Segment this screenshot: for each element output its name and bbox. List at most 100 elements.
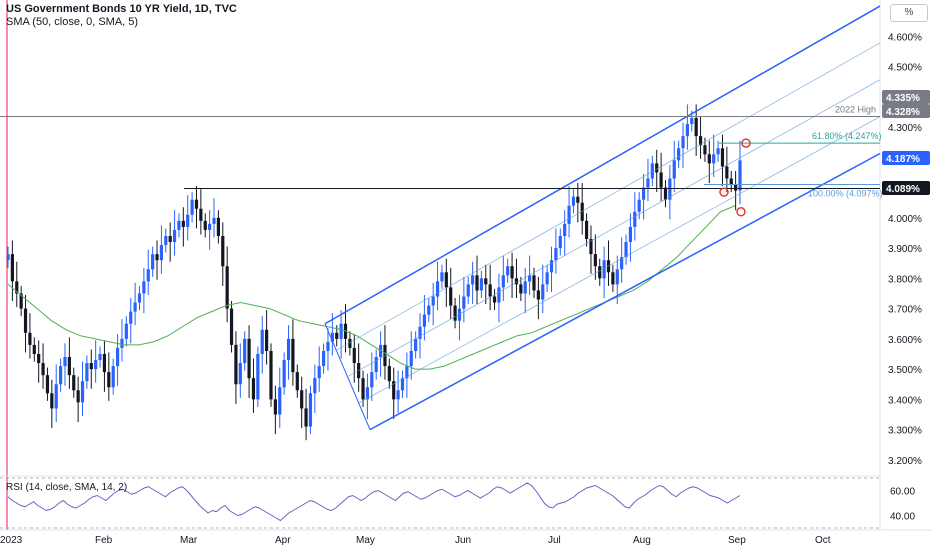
candle-body xyxy=(698,136,703,146)
candle-body xyxy=(712,154,716,164)
level-2022-high-label: 2022 High xyxy=(835,104,876,114)
candle-body xyxy=(72,375,76,391)
candle-body xyxy=(427,305,431,315)
candle-body xyxy=(479,278,483,291)
candle-body xyxy=(659,172,663,188)
candle-body xyxy=(387,366,391,382)
candle-body xyxy=(111,366,115,388)
candle-body xyxy=(365,387,370,400)
candle-body xyxy=(725,166,729,179)
candle-body xyxy=(243,338,247,364)
candle-body xyxy=(497,287,501,303)
rsi-tick-label: 60.00 xyxy=(890,487,915,498)
candle-body xyxy=(703,145,707,155)
candle-body xyxy=(23,308,28,333)
candle-body xyxy=(453,305,457,321)
candle-body xyxy=(199,208,203,221)
x-tick-label: Jul xyxy=(548,535,561,546)
candle-body xyxy=(339,323,343,339)
candle-body xyxy=(532,275,536,291)
candle-body xyxy=(444,272,448,288)
candle-body xyxy=(641,187,646,200)
candle-body xyxy=(536,290,540,300)
x-tick-label: Oct xyxy=(815,535,831,546)
candle-body xyxy=(435,281,440,297)
candle-body xyxy=(15,281,19,294)
candle-body xyxy=(28,332,32,345)
candle-body xyxy=(374,357,378,373)
candle-body xyxy=(611,272,615,285)
candle-body xyxy=(361,378,365,400)
candle-body xyxy=(85,363,89,382)
target-circle-marker xyxy=(719,187,729,197)
candle-body xyxy=(67,357,71,376)
candle-body xyxy=(348,338,352,348)
candle-body xyxy=(41,363,45,376)
price-tag: 4.089% xyxy=(882,181,930,195)
x-tick-label: Apr xyxy=(275,535,291,546)
candle-body xyxy=(729,178,733,185)
candle-body xyxy=(63,357,67,367)
candle-body xyxy=(146,269,150,282)
candle-body xyxy=(558,235,562,249)
fib-61-label: 61.80% (4.247%) xyxy=(812,131,882,141)
candle-body xyxy=(418,326,422,339)
candle-body xyxy=(186,214,190,227)
sma-50-line xyxy=(7,205,736,370)
fib-100-label: 100.00% (4.097%) xyxy=(808,188,883,198)
price-tag: 4.187% xyxy=(882,151,930,165)
candle-body xyxy=(694,117,698,137)
candle-body xyxy=(637,199,641,212)
x-tick-label: Aug xyxy=(633,535,651,546)
candle-body xyxy=(203,220,207,230)
y-tick-label: 3.700% xyxy=(888,305,922,316)
x-tick-label: May xyxy=(356,535,375,546)
price-tag-box xyxy=(882,151,930,165)
candle-body xyxy=(720,148,725,167)
candle-body xyxy=(291,338,295,373)
candle-body xyxy=(216,217,220,236)
candle-body xyxy=(120,338,124,348)
channel-upper-line xyxy=(324,5,881,325)
candle-body xyxy=(628,226,633,243)
candle-body xyxy=(523,281,527,294)
candle-body xyxy=(50,393,54,409)
y-tick-label: 4.600% xyxy=(888,32,922,43)
y-tick-label: 4.300% xyxy=(888,123,922,134)
y-tick-label: 3.800% xyxy=(888,274,922,285)
price-tag-text: 4.335% xyxy=(886,93,920,104)
candle-body xyxy=(370,372,374,388)
candle-body xyxy=(269,350,273,400)
candle-body xyxy=(282,360,286,388)
candle-body xyxy=(32,344,36,354)
candle-body xyxy=(576,196,580,203)
candle-body xyxy=(229,308,234,345)
candle-body xyxy=(89,363,93,370)
candle-body xyxy=(278,387,282,415)
candle-body xyxy=(414,338,418,351)
candle-body xyxy=(102,353,107,373)
candle-body xyxy=(225,266,229,309)
percent-scale-button[interactable]: % xyxy=(890,4,928,22)
candle-body xyxy=(602,260,606,279)
candle-body xyxy=(159,245,164,261)
candle-body xyxy=(681,136,685,149)
y-tick-label: 4.000% xyxy=(888,214,922,225)
candle-body xyxy=(260,329,264,354)
channel-fib-line xyxy=(358,116,881,404)
candle-body xyxy=(124,323,128,339)
candle-body xyxy=(589,239,593,255)
price-tag-box xyxy=(882,90,930,104)
candle-body xyxy=(514,278,519,285)
candle-body xyxy=(247,338,251,379)
candle-body xyxy=(238,363,242,385)
candle-body xyxy=(685,124,690,137)
candle-body xyxy=(58,366,63,385)
target-circle-marker xyxy=(741,138,751,148)
candle-body xyxy=(449,287,453,306)
candle-body xyxy=(488,284,492,297)
candle-body xyxy=(352,347,356,364)
candle-body xyxy=(440,272,444,282)
